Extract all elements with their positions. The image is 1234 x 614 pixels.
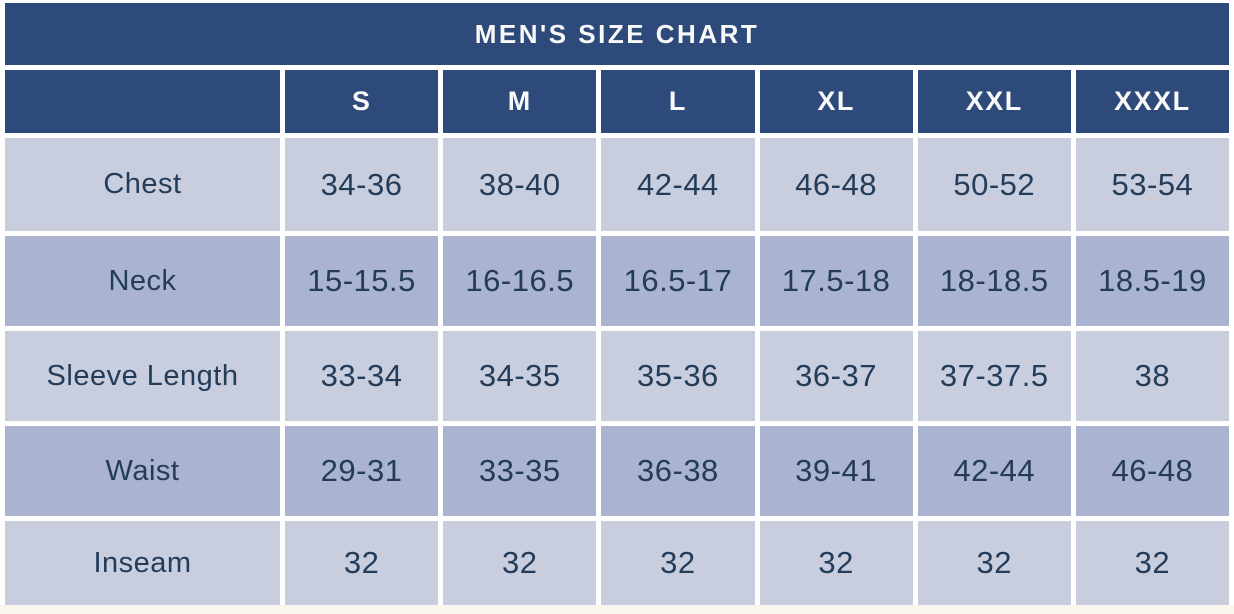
size-value-cell: 32 bbox=[759, 521, 913, 605]
size-value-cell: 16-16.5 bbox=[443, 236, 597, 326]
row-label: Neck bbox=[5, 236, 280, 326]
size-value-cell: 39-41 bbox=[759, 426, 913, 516]
column-header-xl: XL bbox=[759, 70, 913, 133]
size-value-cell: 32 bbox=[917, 521, 1071, 605]
column-header-l: L bbox=[601, 70, 755, 133]
size-value-cell: 17.5-18 bbox=[759, 236, 913, 326]
column-header-xxl: XXL bbox=[917, 70, 1071, 133]
size-value-cell: 37-37.5 bbox=[917, 331, 1071, 421]
row-label: Inseam bbox=[5, 521, 280, 605]
size-value-cell: 46-48 bbox=[759, 138, 913, 231]
size-value-cell: 29-31 bbox=[285, 426, 439, 516]
chart-title: MEN'S SIZE CHART bbox=[5, 3, 1229, 65]
size-value-cell: 50-52 bbox=[917, 138, 1071, 231]
size-value-cell: 42-44 bbox=[917, 426, 1071, 516]
size-value-cell: 18.5-19 bbox=[1075, 236, 1229, 326]
column-header-s: S bbox=[285, 70, 439, 133]
size-value-cell: 33-35 bbox=[443, 426, 597, 516]
size-value-cell: 15-15.5 bbox=[285, 236, 439, 326]
size-value-cell: 16.5-17 bbox=[601, 236, 755, 326]
size-value-cell: 33-34 bbox=[285, 331, 439, 421]
row-label: Chest bbox=[5, 138, 280, 231]
size-value-cell: 32 bbox=[601, 521, 755, 605]
row-label: Sleeve Length bbox=[5, 331, 280, 421]
column-header-blank bbox=[5, 70, 280, 133]
size-value-cell: 53-54 bbox=[1075, 138, 1229, 231]
size-value-cell: 32 bbox=[1075, 521, 1229, 605]
size-value-cell: 38 bbox=[1075, 331, 1229, 421]
column-header-m: M bbox=[443, 70, 597, 133]
size-value-cell: 18-18.5 bbox=[917, 236, 1071, 326]
size-value-cell: 34-36 bbox=[285, 138, 439, 231]
size-value-cell: 32 bbox=[443, 521, 597, 605]
column-header-xxxl: XXXL bbox=[1075, 70, 1229, 133]
size-value-cell: 36-37 bbox=[759, 331, 913, 421]
row-label: Waist bbox=[5, 426, 280, 516]
size-value-cell: 46-48 bbox=[1075, 426, 1229, 516]
size-value-cell: 35-36 bbox=[601, 331, 755, 421]
size-value-cell: 42-44 bbox=[601, 138, 755, 231]
size-value-cell: 36-38 bbox=[601, 426, 755, 516]
size-value-cell: 34-35 bbox=[443, 331, 597, 421]
size-value-cell: 32 bbox=[285, 521, 439, 605]
size-chart-grid: MEN'S SIZE CHART S M L XL XXL XXXL Chest 34-36 3… bbox=[5, 3, 1229, 605]
size-value-cell: 38-40 bbox=[443, 138, 597, 231]
